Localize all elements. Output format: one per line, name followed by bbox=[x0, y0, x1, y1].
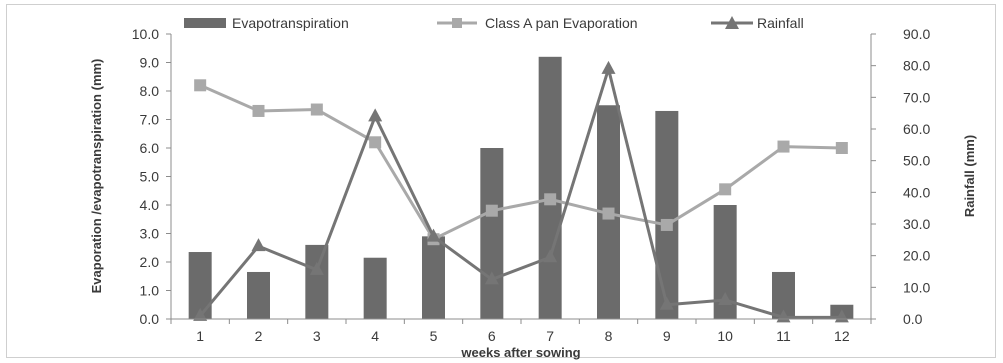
evapotranspiration-bar bbox=[363, 257, 387, 319]
left-tick-label: 6.0 bbox=[140, 140, 160, 156]
evapotranspiration-bar bbox=[422, 236, 445, 319]
x-tick-label: 5 bbox=[430, 328, 438, 344]
right-tick-label: 40.0 bbox=[903, 184, 930, 200]
evapotranspiration-bar bbox=[538, 56, 562, 320]
left-tick-label: 3.0 bbox=[140, 226, 160, 242]
class-a-pan-point bbox=[369, 136, 382, 149]
right-tick-label: 50.0 bbox=[903, 153, 930, 169]
rainfall-point bbox=[251, 238, 266, 252]
rainfall-point bbox=[193, 307, 208, 321]
legend-marker-rainfall bbox=[725, 16, 739, 29]
right-tick-label: 60.0 bbox=[903, 121, 930, 137]
rainfall-line bbox=[199, 63, 842, 319]
rainfall-point bbox=[659, 296, 674, 310]
right-tick-label: 20.0 bbox=[903, 248, 930, 264]
left-tick-label: 9.0 bbox=[140, 55, 160, 71]
class-a-pan-series bbox=[194, 79, 848, 246]
right-tick-label: 0.0 bbox=[903, 311, 923, 327]
x-tick-label: 8 bbox=[605, 328, 613, 344]
x-tick-label: 3 bbox=[313, 328, 321, 344]
class-a-pan-point bbox=[660, 218, 673, 231]
chart-frame: 0.0 1.0 2.0 3.0 4.0 5.0 6.0 7.0 8.0 9.0 10.0 0.0 10… bbox=[6, 4, 996, 360]
right-tick-label: 70.0 bbox=[903, 89, 930, 105]
x-tick-label: 7 bbox=[546, 328, 554, 344]
rainfall-series bbox=[193, 60, 849, 323]
x-tick-label: 6 bbox=[488, 328, 496, 344]
legend-marker-class-a-pan bbox=[452, 18, 462, 28]
x-tick-label: 2 bbox=[255, 328, 263, 344]
left-tick-label: 4.0 bbox=[140, 197, 160, 213]
class-a-pan-point bbox=[194, 79, 207, 92]
left-axis-title: Evaporation /evapotranspiration (mm) bbox=[89, 59, 104, 294]
class-a-pan-point bbox=[544, 193, 557, 206]
class-a-pan-point bbox=[777, 140, 790, 153]
left-tick-label: 10.0 bbox=[132, 26, 159, 42]
x-tick-label: 9 bbox=[663, 328, 671, 344]
x-axis-title: weeks after sowing bbox=[460, 345, 580, 360]
class-a-pan-line bbox=[199, 83, 842, 242]
class-a-pan-point bbox=[252, 104, 265, 117]
left-tick-label: 2.0 bbox=[140, 254, 160, 270]
x-tick-label: 10 bbox=[717, 328, 733, 344]
x-tick-label: 11 bbox=[776, 328, 791, 344]
x-tick-label: 4 bbox=[371, 328, 379, 344]
class-a-pan-point bbox=[485, 204, 498, 217]
rainfall-point bbox=[718, 292, 733, 305]
rainfall-point bbox=[309, 261, 324, 275]
rainfall-point bbox=[601, 60, 616, 74]
right-tick-label: 80.0 bbox=[903, 58, 930, 74]
x-axis-ticks: 1 2 3 4 5 6 7 8 9 10 11 12 bbox=[170, 319, 872, 344]
left-tick-label: 8.0 bbox=[140, 83, 160, 99]
left-tick-label: 1.0 bbox=[140, 283, 160, 299]
left-tick-label: 0.0 bbox=[140, 311, 160, 327]
rainfall-point bbox=[426, 228, 441, 242]
left-axis-ticks: 0.0 1.0 2.0 3.0 4.0 5.0 6.0 7.0 8.0 9.0 10.0 bbox=[132, 26, 171, 327]
right-axis-title: Rainfall (mm) bbox=[962, 135, 977, 217]
left-tick-label: 7.0 bbox=[140, 112, 160, 128]
legend-swatch-evapotranspiration bbox=[184, 18, 226, 28]
class-a-pan-point bbox=[835, 142, 848, 154]
rainfall-point bbox=[368, 108, 383, 122]
legend-label-evapotranspiration: Evapotranspiration bbox=[232, 15, 349, 31]
right-tick-label: 90.0 bbox=[903, 26, 930, 42]
evapotranspiration-bars bbox=[188, 56, 854, 320]
right-tick-label: 10.0 bbox=[903, 279, 930, 295]
class-a-pan-point bbox=[602, 207, 615, 220]
x-tick-label: 12 bbox=[834, 328, 850, 344]
right-tick-label: 30.0 bbox=[903, 216, 930, 232]
rainfall-point bbox=[543, 249, 558, 263]
left-tick-label: 5.0 bbox=[140, 169, 160, 185]
class-a-pan-point bbox=[719, 183, 732, 196]
legend: Evapotranspiration Class A pan Evaporati… bbox=[184, 15, 804, 31]
legend-label-class-a-pan: Class A pan Evaporation bbox=[485, 15, 638, 31]
evapotranspiration-bar bbox=[713, 205, 737, 319]
axes bbox=[170, 34, 872, 320]
legend-label-rainfall: Rainfall bbox=[757, 15, 804, 31]
rainfall-point bbox=[484, 271, 499, 285]
evapotranspiration-bar bbox=[305, 244, 329, 319]
evapotranspiration-bar bbox=[247, 271, 270, 319]
evapotranspiration-bar bbox=[772, 271, 795, 319]
right-axis-ticks: 0.0 10.0 20.0 30.0 40.0 50.0 60.0 70.0 80.0 90.0 bbox=[871, 26, 930, 327]
evapotranspiration-bar bbox=[480, 148, 504, 319]
class-a-pan-point bbox=[310, 103, 323, 116]
evapotranspiration-bar bbox=[655, 110, 679, 319]
evapotranspiration-bar bbox=[188, 252, 212, 319]
x-tick-label: 1 bbox=[196, 328, 204, 344]
